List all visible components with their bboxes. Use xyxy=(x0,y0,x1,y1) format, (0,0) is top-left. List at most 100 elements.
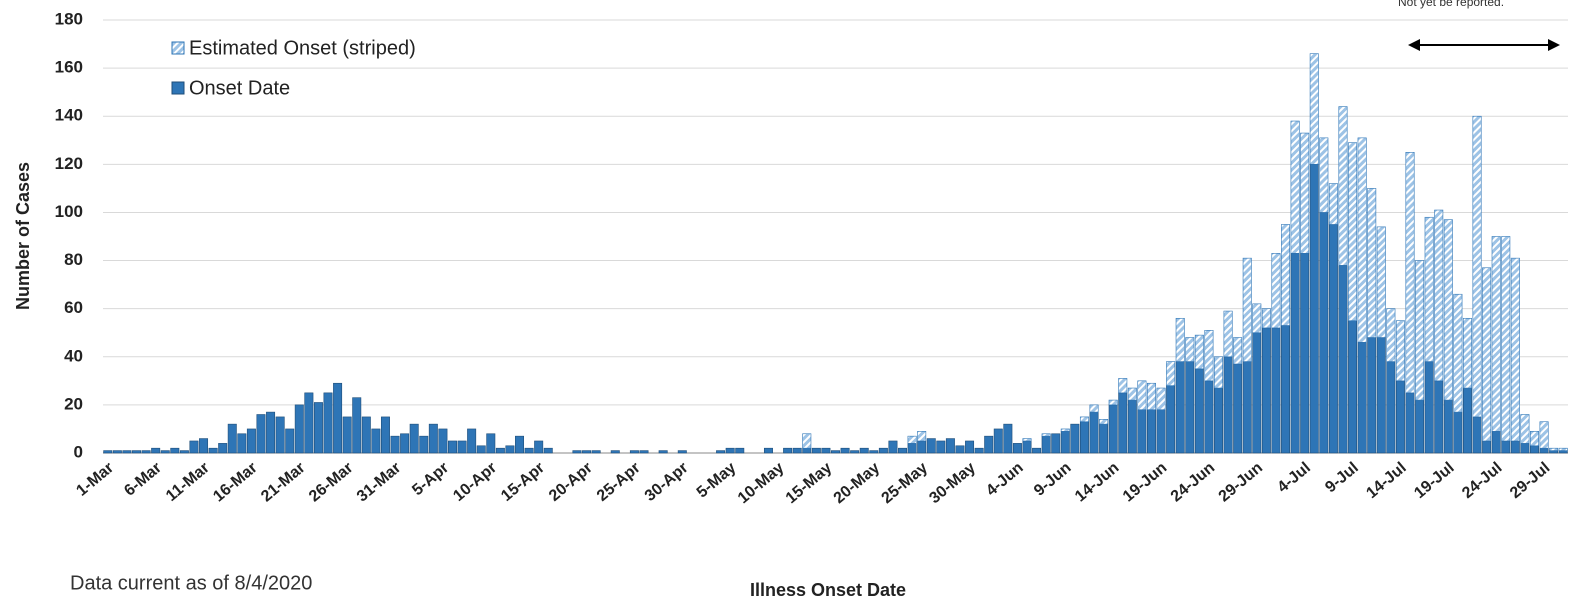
bar xyxy=(132,450,142,454)
bar xyxy=(141,450,151,454)
bar xyxy=(1472,115,1482,418)
bar xyxy=(1118,378,1128,394)
bar xyxy=(1233,337,1243,365)
bar xyxy=(342,416,352,454)
legend-label: Estimated Onset (striped) xyxy=(189,37,416,59)
bar xyxy=(371,428,381,454)
bar xyxy=(448,440,457,454)
x-tick-label: 15-Apr xyxy=(498,459,548,505)
x-tick-label: 14-Jul xyxy=(1363,459,1409,502)
x-tick-label: 19-Jun xyxy=(1120,459,1170,505)
bar xyxy=(275,416,285,454)
bar xyxy=(189,440,199,454)
x-tick-label: 9-Jul xyxy=(1322,459,1362,496)
bar xyxy=(984,435,994,454)
bar xyxy=(1386,308,1396,362)
bar xyxy=(974,447,984,454)
x-tick-label: 15-May xyxy=(783,459,836,507)
bar xyxy=(1482,440,1492,454)
bar xyxy=(725,447,735,454)
bar xyxy=(1357,137,1367,343)
bar xyxy=(1300,253,1310,454)
bar xyxy=(907,443,917,454)
bar xyxy=(294,404,304,454)
x-tick-label: 6-Mar xyxy=(121,459,165,499)
bar xyxy=(1271,253,1281,329)
bar xyxy=(1539,447,1549,454)
x-axis-label: Illness Onset Date xyxy=(750,580,906,600)
bar xyxy=(1376,337,1386,454)
bar xyxy=(1185,361,1195,454)
bar xyxy=(1194,334,1204,370)
bar xyxy=(304,392,314,454)
bar xyxy=(763,447,773,454)
bar xyxy=(1443,399,1453,454)
bar xyxy=(1491,236,1501,432)
bar xyxy=(1146,409,1156,454)
bar xyxy=(1491,431,1501,454)
bar xyxy=(1214,387,1223,454)
bar xyxy=(1529,431,1539,447)
bar xyxy=(112,450,122,454)
bar xyxy=(524,447,534,454)
y-tick-label: 180 xyxy=(55,9,83,28)
bar xyxy=(1079,416,1089,423)
bar xyxy=(438,428,448,454)
x-tick-label: 24-Jul xyxy=(1459,459,1505,502)
bar xyxy=(1539,421,1549,449)
x-tick-label: 10-May xyxy=(735,459,788,507)
bar xyxy=(505,445,515,454)
bar xyxy=(993,428,1003,454)
bar xyxy=(582,450,592,454)
x-tick-label: 11-Mar xyxy=(163,459,213,505)
x-tick-label: 4-Jul xyxy=(1274,459,1314,496)
y-tick-label: 60 xyxy=(64,298,83,317)
y-tick-label: 40 xyxy=(64,346,83,365)
bar xyxy=(1520,414,1530,444)
bar xyxy=(1127,399,1137,454)
bar xyxy=(160,450,170,454)
bar xyxy=(1032,447,1042,454)
bar xyxy=(1271,327,1281,454)
bar xyxy=(859,447,869,454)
bar xyxy=(1367,337,1377,454)
bar xyxy=(400,433,410,454)
bar xyxy=(534,440,544,454)
bar xyxy=(246,428,256,454)
bar xyxy=(1501,236,1511,442)
bar xyxy=(1520,443,1530,454)
bar xyxy=(572,450,582,454)
legend-swatch xyxy=(171,41,185,55)
bar xyxy=(409,423,419,454)
bar xyxy=(1175,361,1185,454)
bar xyxy=(179,450,189,454)
annotation-arrow xyxy=(1408,39,1560,51)
bar xyxy=(1089,411,1099,454)
bar xyxy=(1252,332,1262,454)
bar xyxy=(936,440,946,454)
bar xyxy=(1281,224,1291,326)
bar xyxy=(1137,380,1147,411)
footnote: Data current as of 8/4/2020 xyxy=(70,572,312,594)
bar xyxy=(1175,317,1185,362)
bar xyxy=(1462,387,1472,454)
bar xyxy=(783,447,793,454)
bar xyxy=(457,440,467,454)
bar xyxy=(1261,308,1271,329)
bar xyxy=(888,440,898,454)
bar xyxy=(1558,450,1568,454)
bar xyxy=(237,433,247,454)
bar xyxy=(199,438,209,454)
bar xyxy=(1290,120,1300,254)
bar xyxy=(1357,342,1367,454)
bar xyxy=(1367,188,1377,338)
bar xyxy=(1070,423,1080,454)
bar xyxy=(610,450,620,454)
bar xyxy=(1003,423,1013,454)
bar xyxy=(1338,106,1348,266)
bar xyxy=(792,447,802,454)
bar xyxy=(486,433,496,454)
y-tick-label: 120 xyxy=(55,154,83,173)
bar xyxy=(1482,267,1492,442)
bar xyxy=(1022,440,1032,454)
